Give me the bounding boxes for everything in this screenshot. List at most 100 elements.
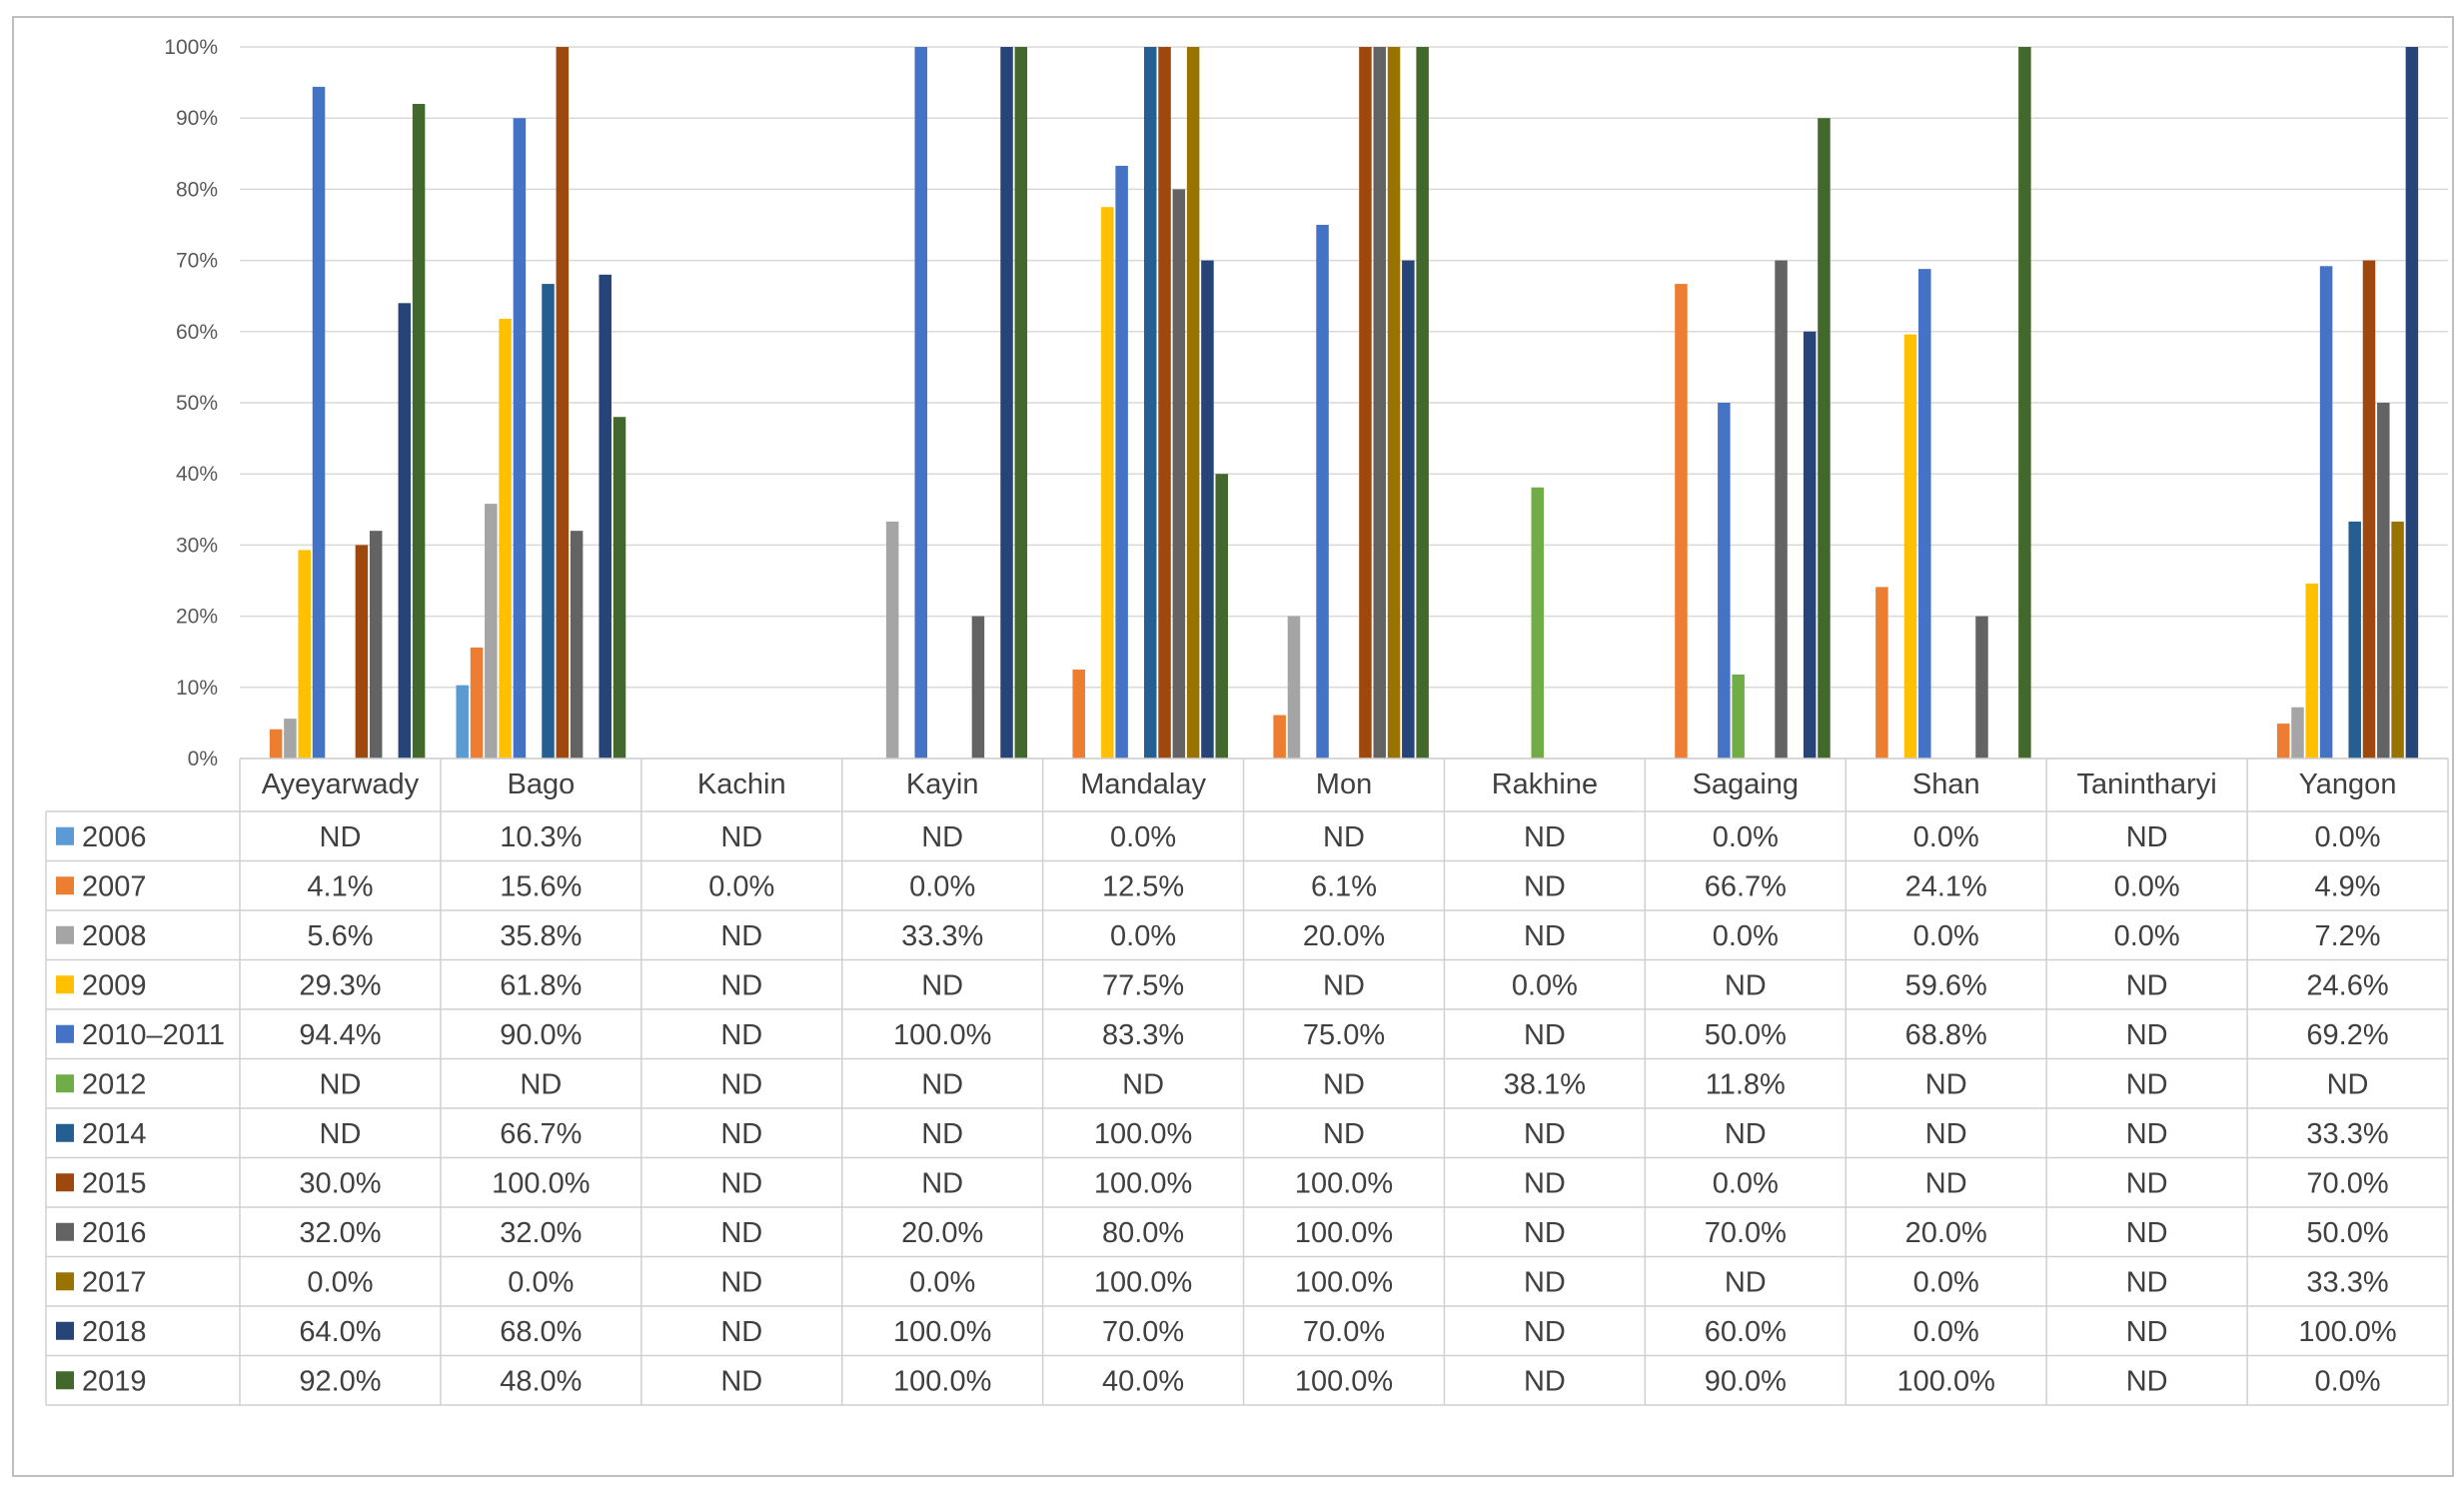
legend-swatch-2009 — [56, 975, 74, 994]
bar-2019-Kayin — [1014, 47, 1028, 758]
table-cell: 69.2% — [2306, 1019, 2388, 1051]
legend-swatch-2017 — [56, 1272, 74, 1291]
table-cell: 100.0% — [1897, 1365, 1995, 1397]
table-cell: ND — [2126, 1068, 2168, 1100]
bar-2010–2011-Bago — [513, 118, 527, 758]
table-cell: ND — [720, 1118, 762, 1150]
table-cell: ND — [1925, 1068, 1967, 1100]
table-cell: 100.0% — [492, 1167, 590, 1199]
table-cell: 100.0% — [893, 1019, 991, 1051]
table-cell: ND — [921, 821, 963, 853]
table-cell: 0.0% — [1110, 821, 1176, 853]
category-label: Yangon — [2299, 768, 2397, 800]
bar-2017-Mon — [1387, 47, 1401, 758]
table-cell: ND — [720, 821, 762, 853]
table-cell: 12.5% — [1102, 870, 1184, 902]
y-tick-label: 40% — [176, 463, 218, 486]
table-cell: ND — [320, 1068, 362, 1100]
table-cell: ND — [2126, 1266, 2168, 1298]
table-cell: 100.0% — [1295, 1365, 1393, 1397]
table-cell: ND — [1725, 1266, 1767, 1298]
bar-2016-Mon — [1373, 47, 1386, 758]
table-cell: 70.0% — [2306, 1167, 2388, 1199]
table-cell: 0.0% — [2114, 920, 2180, 952]
table-cell: 20.0% — [1905, 1217, 1987, 1249]
bar-2016-Ayeyarwady — [369, 531, 383, 758]
bar-2007-Bago — [470, 647, 484, 758]
bar-2018-Yangon — [2405, 47, 2419, 758]
bar-2012-Sagaing — [1732, 674, 1745, 758]
table-cell: ND — [1725, 969, 1767, 1001]
category-label: Ayeyarwady — [262, 768, 420, 800]
table-cell: 68.8% — [1905, 1019, 1987, 1051]
table-cell: 20.0% — [901, 1217, 983, 1249]
y-tick-label: 60% — [176, 321, 218, 344]
legend-swatch-2016 — [56, 1222, 74, 1241]
legend-swatch-2010–2011 — [56, 1024, 74, 1043]
table-cell: 0.0% — [1913, 1266, 1979, 1298]
bar-2009-Yangon — [2305, 583, 2319, 758]
table-cell: 0.0% — [1512, 969, 1578, 1001]
legend-label: 2007 — [82, 870, 147, 902]
table-cell: 0.0% — [2314, 821, 2380, 853]
table-cell: 75.0% — [1303, 1019, 1385, 1051]
table-cell: ND — [2126, 1118, 2168, 1150]
table-cell: 15.6% — [500, 870, 582, 902]
table-cell: ND — [2126, 1365, 2168, 1397]
legend-swatch-2012 — [56, 1074, 74, 1093]
table-cell: ND — [720, 1217, 762, 1249]
bar-2007-Mon — [1273, 715, 1286, 758]
table-cell: ND — [1122, 1068, 1164, 1100]
table-cell: 33.3% — [2306, 1118, 2388, 1150]
category-label: Kayin — [906, 768, 979, 800]
bar-2008-Mon — [1287, 616, 1301, 758]
table-cell: ND — [1925, 1167, 1967, 1199]
table-cell: 100.0% — [2298, 1316, 2396, 1348]
table-cell: 60.0% — [1705, 1316, 1787, 1348]
category-label: Mandalay — [1080, 768, 1206, 800]
legend-swatch-2019 — [56, 1371, 74, 1390]
bar-2018-Sagaing — [1803, 331, 1817, 758]
y-tick-label: 100% — [164, 36, 218, 59]
table-cell: ND — [1524, 821, 1566, 853]
table-cell: ND — [1323, 1068, 1365, 1100]
table-cell: 0.0% — [1913, 920, 1979, 952]
legend-swatch-2007 — [56, 876, 74, 895]
bar-2008-Yangon — [2291, 707, 2304, 758]
bar-2015-Bago — [556, 47, 570, 758]
bar-2016-Mandalay — [1172, 189, 1186, 758]
table-cell: 38.1% — [1504, 1068, 1586, 1100]
table-cell: ND — [1524, 1167, 1566, 1199]
bar-2019-Shan — [2018, 47, 2031, 758]
table-cell: ND — [720, 920, 762, 952]
table-cell: 24.1% — [1905, 870, 1987, 902]
table-cell: 68.0% — [500, 1316, 582, 1348]
category-label: Kachin — [697, 768, 786, 800]
table-cell: 0.0% — [508, 1266, 574, 1298]
table-cell: 20.0% — [1303, 920, 1385, 952]
legend-label: 2019 — [82, 1365, 147, 1397]
y-tick-label: 0% — [188, 747, 218, 770]
table-cell: 40.0% — [1102, 1365, 1184, 1397]
table-cell: 0.0% — [1713, 821, 1779, 853]
legend-label: 2014 — [82, 1118, 147, 1150]
table-cell: ND — [1323, 969, 1365, 1001]
category-label: Bago — [507, 768, 575, 800]
bar-2009-Mandalay — [1101, 207, 1114, 758]
table-cell: 5.6% — [307, 920, 373, 952]
bar-2007-Sagaing — [1675, 284, 1688, 758]
bar-2014-Yangon — [2348, 521, 2361, 758]
table-cell: 0.0% — [909, 870, 975, 902]
legend-label: 2012 — [82, 1068, 147, 1100]
category-label: Sagaing — [1693, 768, 1799, 800]
table-cell: ND — [320, 821, 362, 853]
table-cell: ND — [2126, 1316, 2168, 1348]
bar-2016-Shan — [1975, 616, 1988, 758]
table-cell: ND — [2126, 821, 2168, 853]
y-tick-label: 50% — [176, 392, 218, 415]
bar-2016-Kayin — [971, 616, 985, 758]
bar-2012-Rakhine — [1531, 487, 1545, 758]
category-label: Tanintharyi — [2077, 768, 2217, 800]
y-tick-label: 20% — [176, 606, 218, 629]
table-cell: 0.0% — [1110, 920, 1176, 952]
